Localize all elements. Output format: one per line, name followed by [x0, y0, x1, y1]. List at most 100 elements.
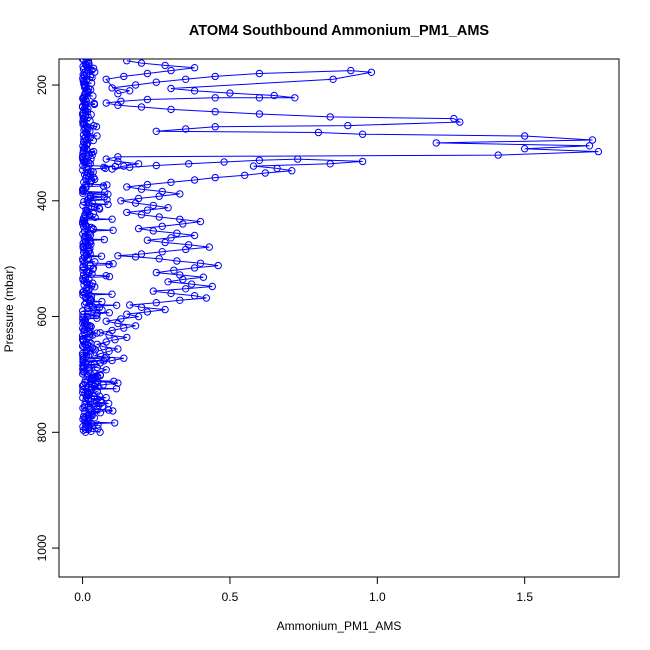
data-point — [585, 142, 594, 150]
data-point — [137, 103, 146, 111]
data-point — [86, 350, 94, 359]
data-point — [79, 276, 87, 284]
data-point — [326, 113, 334, 121]
data-point — [134, 312, 143, 321]
data-point — [190, 64, 199, 72]
data-point — [91, 213, 99, 222]
data-point — [87, 322, 95, 331]
data-point — [211, 123, 219, 131]
data-point — [79, 370, 87, 378]
data-point — [79, 161, 87, 170]
data-point — [134, 160, 143, 168]
data-point — [131, 81, 140, 89]
data-point — [158, 222, 166, 231]
data-point — [102, 353, 110, 361]
data-point — [103, 181, 111, 189]
data-point — [102, 393, 110, 402]
data-point — [110, 377, 118, 385]
data-point — [456, 118, 464, 126]
data-point — [161, 61, 169, 70]
data-point — [167, 105, 175, 114]
data-point — [521, 132, 529, 140]
data-point — [205, 243, 214, 251]
data-point — [80, 259, 89, 267]
data-point — [79, 426, 88, 434]
data-point — [255, 156, 264, 165]
data-point — [93, 405, 102, 413]
data-point — [108, 215, 116, 223]
data-point — [98, 306, 106, 314]
data-point — [123, 333, 131, 342]
data-point — [88, 151, 96, 160]
data-point — [594, 147, 603, 156]
data-point — [143, 206, 152, 214]
data-point — [94, 424, 102, 433]
data-point — [167, 66, 175, 75]
data-point — [450, 114, 458, 123]
data-point — [176, 215, 184, 224]
data-point — [90, 100, 99, 109]
data-point — [161, 305, 169, 314]
data-point — [93, 340, 102, 348]
data-point — [96, 329, 105, 337]
data-point — [432, 139, 440, 147]
y-tick-label: 600 — [35, 306, 49, 326]
x-tick-label: 1.0 — [369, 590, 386, 604]
data-point — [114, 345, 122, 353]
data-point — [152, 78, 161, 86]
data-point — [152, 299, 161, 307]
data-point — [120, 162, 128, 170]
data-point — [358, 130, 367, 138]
data-point — [521, 145, 529, 153]
data-point — [123, 310, 131, 318]
data-point — [78, 332, 87, 340]
data-point — [173, 257, 181, 265]
data-point — [88, 270, 96, 278]
data-point — [190, 292, 199, 300]
data-point — [123, 208, 131, 217]
data-point — [199, 273, 208, 281]
data-point — [137, 211, 146, 219]
data-point — [84, 417, 93, 425]
data-point — [87, 361, 96, 369]
y-tick-label: 1000 — [35, 534, 49, 561]
data-point — [270, 91, 278, 100]
data-point — [80, 403, 89, 411]
data-point — [137, 303, 146, 311]
data-point — [261, 169, 269, 177]
data-point — [149, 201, 158, 210]
data-point — [100, 357, 108, 365]
data-point — [112, 301, 121, 309]
plot-area — [78, 59, 603, 436]
data-point — [79, 118, 87, 126]
data-point — [104, 406, 113, 414]
plot-frame — [58, 58, 620, 578]
data-point — [120, 324, 128, 332]
data-point — [214, 261, 222, 270]
data-point — [81, 325, 89, 334]
data-point — [108, 290, 116, 298]
chart-title: ATOM4 Southbound Ammonium_PM1_AMS — [189, 23, 490, 39]
data-point — [294, 155, 302, 163]
data-point — [87, 408, 96, 416]
data-point — [81, 389, 89, 397]
data-point — [86, 249, 94, 258]
data-point — [117, 97, 125, 106]
data-point — [96, 359, 105, 367]
data-point — [123, 59, 131, 65]
data-point — [326, 160, 334, 168]
data-point — [131, 253, 140, 261]
data-point — [255, 94, 264, 102]
data-point — [291, 94, 299, 102]
data-point — [108, 326, 116, 335]
data-point — [114, 157, 122, 166]
data-point — [109, 407, 117, 415]
series-line — [84, 60, 599, 433]
data-point — [108, 84, 116, 92]
data-point — [79, 266, 87, 274]
data-point — [87, 155, 95, 163]
data-point — [105, 260, 113, 269]
data-point — [95, 205, 104, 213]
x-axis: 0.0 0.5 1.0 1.5 — [74, 577, 533, 604]
data-point — [143, 69, 152, 78]
